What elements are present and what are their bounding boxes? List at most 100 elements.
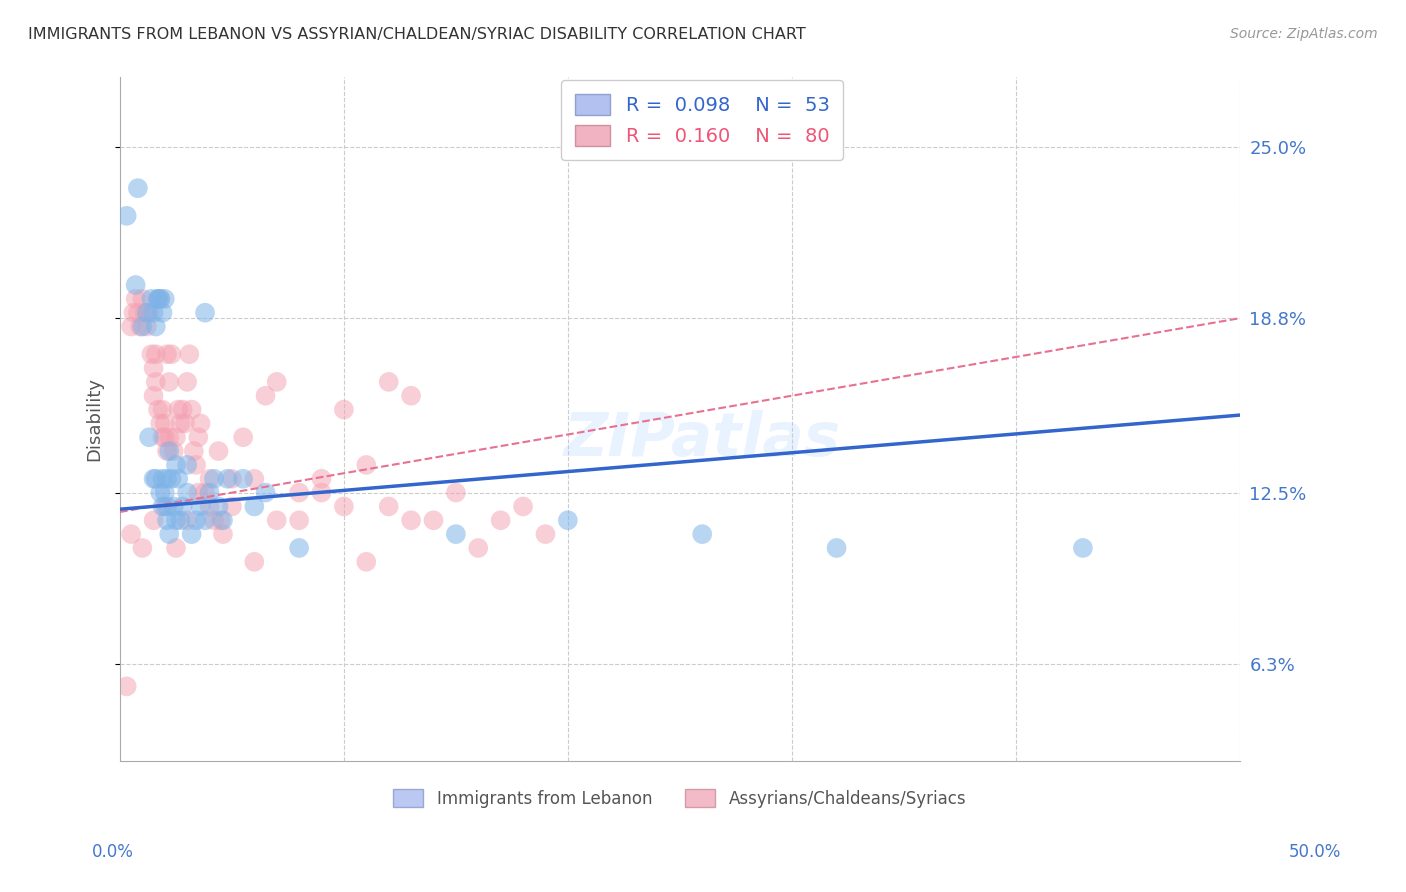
Point bbox=[115, 209, 138, 223]
Point bbox=[467, 541, 489, 555]
Point bbox=[254, 485, 277, 500]
Text: Source: ZipAtlas.com: Source: ZipAtlas.com bbox=[1230, 27, 1378, 41]
Point bbox=[142, 389, 165, 403]
Point bbox=[356, 555, 378, 569]
Point bbox=[145, 347, 167, 361]
Point bbox=[184, 513, 207, 527]
Point bbox=[172, 402, 194, 417]
Point bbox=[288, 485, 311, 500]
Point bbox=[212, 513, 235, 527]
Y-axis label: Disability: Disability bbox=[86, 377, 103, 461]
Point bbox=[176, 485, 198, 500]
Point bbox=[138, 306, 160, 320]
Point bbox=[169, 417, 191, 431]
Point bbox=[180, 402, 202, 417]
Point bbox=[157, 527, 180, 541]
Point bbox=[146, 292, 169, 306]
Point bbox=[444, 485, 467, 500]
Point bbox=[141, 292, 163, 306]
Point bbox=[153, 292, 176, 306]
Point bbox=[377, 500, 399, 514]
Point bbox=[243, 472, 266, 486]
Point bbox=[163, 444, 186, 458]
Point bbox=[825, 541, 848, 555]
Point bbox=[1071, 541, 1094, 555]
Point bbox=[152, 402, 174, 417]
Point bbox=[176, 375, 198, 389]
Point bbox=[160, 472, 183, 486]
Point bbox=[399, 513, 422, 527]
Point bbox=[557, 513, 579, 527]
Point bbox=[131, 292, 153, 306]
Point bbox=[157, 444, 180, 458]
Point bbox=[399, 389, 422, 403]
Point bbox=[311, 485, 333, 500]
Point bbox=[153, 500, 176, 514]
Point bbox=[156, 500, 179, 514]
Point bbox=[243, 500, 266, 514]
Point bbox=[333, 500, 356, 514]
Point bbox=[183, 444, 205, 458]
Point bbox=[243, 555, 266, 569]
Point bbox=[135, 306, 157, 320]
Point bbox=[157, 375, 180, 389]
Point bbox=[176, 458, 198, 472]
Point bbox=[115, 679, 138, 693]
Point bbox=[120, 527, 142, 541]
Point bbox=[180, 527, 202, 541]
Point bbox=[152, 500, 174, 514]
Point bbox=[172, 500, 194, 514]
Point bbox=[207, 500, 229, 514]
Point bbox=[152, 430, 174, 444]
Point bbox=[194, 513, 217, 527]
Point bbox=[207, 444, 229, 458]
Point bbox=[149, 417, 172, 431]
Point bbox=[266, 375, 288, 389]
Point bbox=[165, 458, 187, 472]
Point bbox=[142, 472, 165, 486]
Point bbox=[202, 472, 225, 486]
Point bbox=[167, 472, 190, 486]
Point bbox=[127, 306, 149, 320]
Point bbox=[512, 500, 534, 514]
Text: IMMIGRANTS FROM LEBANON VS ASSYRIAN/CHALDEAN/SYRIAC DISABILITY CORRELATION CHART: IMMIGRANTS FROM LEBANON VS ASSYRIAN/CHAL… bbox=[28, 27, 806, 42]
Point bbox=[120, 319, 142, 334]
Point bbox=[356, 458, 378, 472]
Point bbox=[124, 292, 146, 306]
Point bbox=[288, 541, 311, 555]
Point bbox=[422, 513, 444, 527]
Point bbox=[135, 319, 157, 334]
Point bbox=[167, 402, 190, 417]
Point bbox=[221, 472, 243, 486]
Point bbox=[190, 417, 212, 431]
Point bbox=[176, 513, 198, 527]
Point bbox=[489, 513, 512, 527]
Point bbox=[311, 472, 333, 486]
Point bbox=[266, 513, 288, 527]
Point bbox=[194, 306, 217, 320]
Point bbox=[288, 513, 311, 527]
Point bbox=[377, 375, 399, 389]
Point bbox=[157, 430, 180, 444]
Point bbox=[153, 485, 176, 500]
Point bbox=[149, 292, 172, 306]
Point bbox=[156, 347, 179, 361]
Text: 50.0%: 50.0% bbox=[1288, 843, 1341, 861]
Point bbox=[146, 402, 169, 417]
Point bbox=[149, 485, 172, 500]
Point bbox=[232, 430, 254, 444]
Point bbox=[444, 527, 467, 541]
Point bbox=[127, 181, 149, 195]
Point bbox=[149, 292, 172, 306]
Point bbox=[152, 306, 174, 320]
Point bbox=[254, 389, 277, 403]
Point bbox=[179, 347, 201, 361]
Point bbox=[165, 513, 187, 527]
Point bbox=[169, 513, 191, 527]
Point bbox=[122, 306, 145, 320]
Point bbox=[184, 458, 207, 472]
Legend: Immigrants from Lebanon, Assyrians/Chaldeans/Syriacs: Immigrants from Lebanon, Assyrians/Chald… bbox=[387, 783, 973, 814]
Point bbox=[187, 430, 209, 444]
Point bbox=[187, 485, 209, 500]
Point bbox=[146, 292, 169, 306]
